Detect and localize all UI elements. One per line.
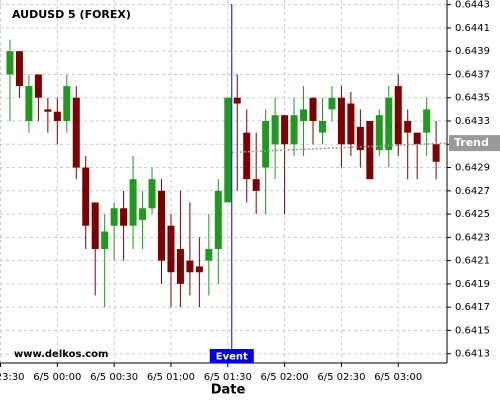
candle-body: [176, 248, 184, 284]
y-tick-label: 0.6423: [455, 232, 490, 243]
x-tick-label: 6/5 02:30: [317, 372, 365, 383]
x-tick-label: 6/5 01:00: [147, 372, 195, 383]
candle-body: [139, 208, 147, 220]
candle-body: [394, 86, 402, 145]
candle-body: [347, 103, 355, 145]
x-tick-label: 6/5 23:30: [0, 372, 25, 383]
candle-body: [413, 132, 421, 145]
event-label-box: [209, 349, 254, 363]
plot-area: [0, 0, 447, 363]
y-tick-label: 0.6429: [455, 163, 490, 174]
candle-body: [432, 144, 440, 162]
watermark: www.delkos.com: [14, 349, 108, 360]
candle-body: [224, 97, 232, 203]
candle-body: [15, 51, 23, 87]
y-tick-label: 0.6419: [455, 279, 490, 290]
candle-body: [110, 208, 118, 226]
candle-body: [262, 121, 270, 168]
candle-body: [375, 115, 383, 151]
y-tick-label: 0.6435: [455, 93, 490, 104]
candle-body: [195, 266, 203, 273]
candle-body: [167, 225, 175, 273]
candle-body: [337, 97, 345, 145]
candle-body: [157, 190, 165, 261]
candle-body: [53, 111, 61, 121]
y-tick-label: 0.6413: [455, 349, 490, 360]
candle-body: [309, 97, 317, 121]
x-axis-label: Date: [211, 383, 246, 398]
candle-body: [44, 109, 52, 112]
event-label: Event: [216, 352, 248, 363]
candle-body: [385, 97, 393, 151]
y-tick-label: 0.6415: [455, 325, 490, 336]
chart-title: AUDUSD 5 (FOREX): [12, 8, 131, 21]
candle-body: [423, 109, 431, 133]
candle-body: [252, 179, 260, 191]
candle-body: [300, 109, 308, 121]
candle-body: [404, 121, 412, 133]
candle-body: [281, 115, 289, 145]
y-tick-label: 0.6443: [455, 0, 490, 11]
x-tick-label: 6/5 02:00: [261, 372, 309, 383]
candle-body: [186, 260, 194, 273]
y-tick-label: 0.6427: [455, 186, 490, 197]
y-tick-label: 0.6417: [455, 302, 490, 313]
candle-body: [63, 86, 71, 121]
x-tick-label: 6/5 01:30: [204, 372, 252, 383]
candle-body: [328, 97, 336, 110]
y-tick-label: 0.6441: [455, 23, 490, 34]
candle-body: [6, 51, 14, 75]
y-tick-label: 0.6439: [455, 46, 490, 57]
candle-body: [101, 231, 109, 249]
candle-body: [271, 115, 279, 145]
candle-body: [91, 202, 99, 249]
candle-body: [82, 167, 90, 226]
candle-body: [129, 179, 137, 226]
x-tick-label: 6/5 03:00: [374, 372, 422, 383]
candle-body: [205, 248, 213, 261]
trend-label-box: [449, 135, 500, 152]
trend-label: Trend: [454, 136, 489, 149]
candle-body: [148, 179, 156, 209]
y-tick-label: 0.6421: [455, 256, 490, 267]
y-tick-label: 0.6437: [455, 69, 490, 80]
x-tick-label: 6/5 00:00: [33, 372, 81, 383]
candle-body: [290, 115, 298, 145]
candle-body: [214, 190, 222, 249]
candle-body: [318, 121, 326, 133]
candle-body: [120, 208, 128, 226]
candle-body: [34, 74, 42, 98]
y-tick-label: 0.6425: [455, 209, 490, 220]
candle-body: [356, 126, 364, 151]
x-tick-label: 6/5 00:30: [90, 372, 138, 383]
y-tick-label: 0.6433: [455, 116, 490, 127]
marks: [6, 39, 440, 308]
candle-body: [72, 97, 80, 168]
candle-body: [243, 132, 251, 180]
candle-body: [25, 86, 33, 121]
candle-body: [233, 97, 241, 104]
candle-body: [366, 121, 374, 180]
